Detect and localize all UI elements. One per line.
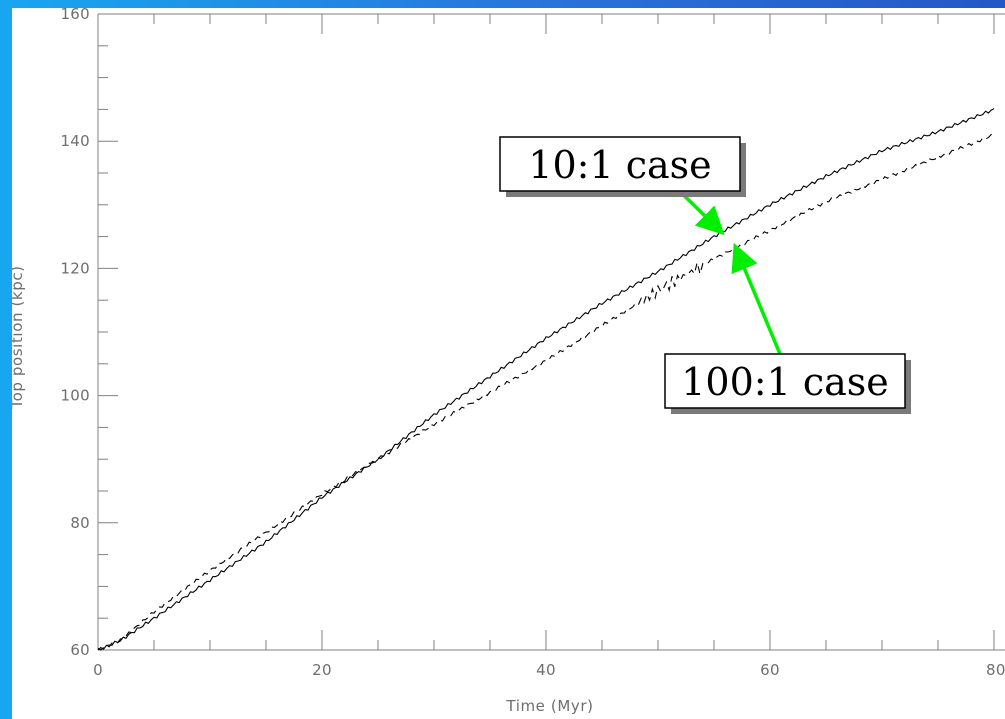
axes: [97, 13, 1005, 651]
y-tick-label: 120: [60, 259, 90, 277]
y-tick-label: 80: [70, 514, 90, 532]
tick-marks: [97, 13, 995, 651]
y-tick-label: 100: [60, 387, 90, 405]
line-chart: 60 80 100 120 140 160 0 20 40 60 80 10:1 case 100:1…: [12, 8, 1005, 715]
x-tick-label: 40: [536, 661, 556, 679]
plot-panel: 60 80 100 120 140 160 0 20 40 60 80 10:1 case 100:1…: [12, 8, 1005, 719]
annotation-box: [664, 353, 906, 409]
series-lines: [97, 108, 995, 651]
x-tick-label: 0: [93, 661, 103, 679]
series-line-solid: [97, 108, 995, 651]
annotation-box: [499, 136, 741, 192]
y-tick-label: 140: [60, 132, 90, 150]
x-tick-label: 60: [760, 661, 780, 679]
x-tick-label: 20: [312, 661, 332, 679]
x-axis-title: Time (Myr): [505, 697, 593, 715]
tick-labels: 60 80 100 120 140 160 0 20 40 60 80: [60, 8, 1005, 679]
slide-top-band: [0, 0, 1005, 8]
annotation-label: 100:1 case: [681, 360, 889, 404]
y-tick-label: 60: [70, 641, 90, 659]
x-tick-label: 80: [986, 661, 1005, 679]
annotation-arrow: [731, 242, 782, 355]
slide-left-stripe: [0, 0, 12, 719]
series-line-dashed: [97, 133, 995, 651]
annotations: 10:1 case 100:1 case: [499, 136, 911, 414]
annotation-label: 10:1 case: [528, 143, 711, 187]
y-axis-title: Top position (kpc): [12, 265, 26, 409]
y-tick-label: 160: [60, 8, 90, 23]
